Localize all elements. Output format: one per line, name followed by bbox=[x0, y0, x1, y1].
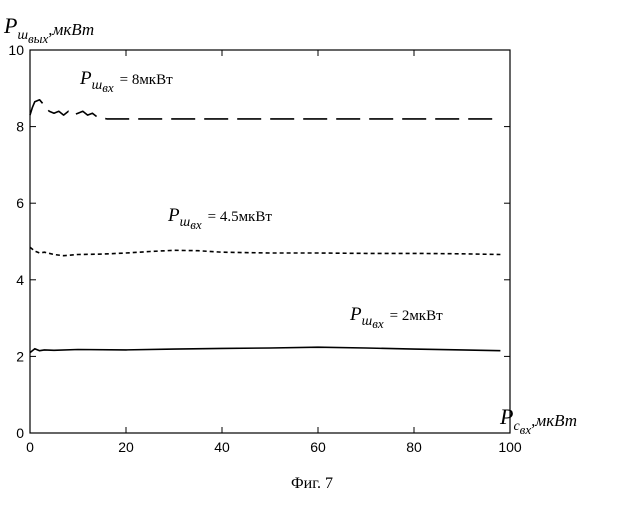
annotation-series-1-subsub: вх bbox=[102, 80, 114, 95]
y-axis-label-unit: ,мкВт bbox=[48, 20, 94, 39]
annotation-series-2: Pшвх = 4.5мкВт bbox=[167, 205, 272, 232]
annotation-series-2-subsub: вх bbox=[190, 217, 202, 232]
annotation-series-2-main: P bbox=[167, 205, 180, 226]
series-line-3 bbox=[30, 347, 500, 352]
annotation-series-2-value: = 4.5мкВт bbox=[208, 209, 273, 225]
plot-frame bbox=[30, 50, 510, 433]
axis-tick-labels: 0246810020406080100 bbox=[8, 42, 521, 455]
y-tick-label: 4 bbox=[16, 272, 24, 288]
y-tick-label: 8 bbox=[16, 119, 24, 135]
x-axis-label: Pсвх,мкВт bbox=[499, 404, 577, 437]
y-axis-label-sub: ш bbox=[17, 28, 28, 43]
figure-caption: Фиг. 7 bbox=[291, 475, 333, 492]
axis-ticks bbox=[30, 50, 510, 433]
y-tick-label: 2 bbox=[16, 348, 24, 364]
annotation-series-2-sub: ш bbox=[180, 215, 191, 230]
x-tick-label: 60 bbox=[310, 439, 326, 455]
x-axis-label-main: P bbox=[499, 404, 513, 429]
y-tick-label: 0 bbox=[16, 425, 24, 441]
annotation-series-1-main: P bbox=[79, 68, 92, 89]
y-tick-label: 10 bbox=[8, 42, 24, 58]
x-axis-label-subsub: вх bbox=[520, 422, 532, 437]
annotation-series-3-subsub: вх bbox=[372, 316, 384, 331]
annotation-series-3-main: P bbox=[349, 304, 362, 325]
y-axis-label-subsub: вых bbox=[28, 31, 48, 46]
y-tick-label: 6 bbox=[16, 195, 24, 211]
annotation-series-3-sub: ш bbox=[362, 314, 373, 329]
y-axis-label-main: P bbox=[3, 13, 17, 38]
annotation-series-1: Pшвх = 8мкВт bbox=[79, 68, 173, 95]
x-axis-label-unit: ,мкВт bbox=[531, 411, 577, 430]
x-tick-label: 40 bbox=[214, 439, 230, 455]
series-line-2 bbox=[30, 247, 500, 256]
annotation-series-1-sub: ш bbox=[92, 78, 103, 93]
x-tick-label: 100 bbox=[498, 439, 522, 455]
series-line-1 bbox=[30, 100, 500, 119]
annotation-series-3-value: = 2мкВт bbox=[390, 308, 443, 324]
x-tick-label: 20 bbox=[118, 439, 134, 455]
annotation-series-1-value: = 8мкВт bbox=[120, 72, 173, 88]
x-tick-label: 80 bbox=[406, 439, 422, 455]
annotation-series-3: Pшвх = 2мкВт bbox=[349, 304, 443, 331]
x-tick-label: 0 bbox=[26, 439, 34, 455]
